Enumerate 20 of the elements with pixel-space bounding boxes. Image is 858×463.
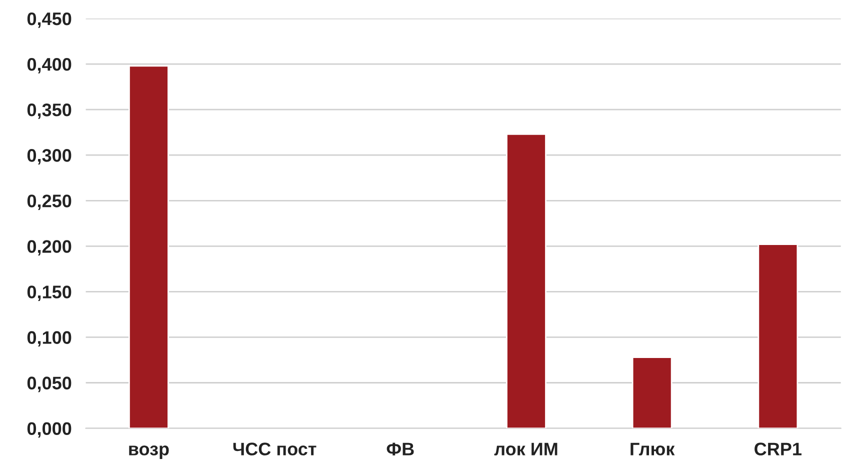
x-tick-label: Глюк (630, 442, 675, 456)
y-tick-label: 0,050 (27, 376, 72, 392)
y-tick-label: 0,100 (27, 331, 72, 347)
bar (128, 65, 169, 428)
y-tick-label: 0,400 (27, 58, 72, 74)
y-tick-label: 0,000 (27, 422, 72, 438)
y-tick-label: 0,450 (27, 12, 72, 28)
y-tick-label: 0,250 (27, 194, 72, 210)
bar (758, 244, 798, 428)
x-tick-label: лок ИМ (494, 442, 558, 456)
bar (506, 133, 546, 428)
x-tick-label: возр (129, 446, 169, 459)
x-tick-label: CRP1 (754, 442, 802, 456)
y-tick-label: 0,150 (27, 286, 72, 302)
x-tick-label: ЧСС пост (233, 442, 316, 456)
y-tick-label: 0,300 (27, 149, 72, 164)
y-tick-label: 0,350 (27, 104, 72, 119)
bar (632, 356, 672, 428)
x-tick-label: ФВ (386, 442, 414, 456)
y-tick-label: 0,200 (27, 240, 72, 256)
